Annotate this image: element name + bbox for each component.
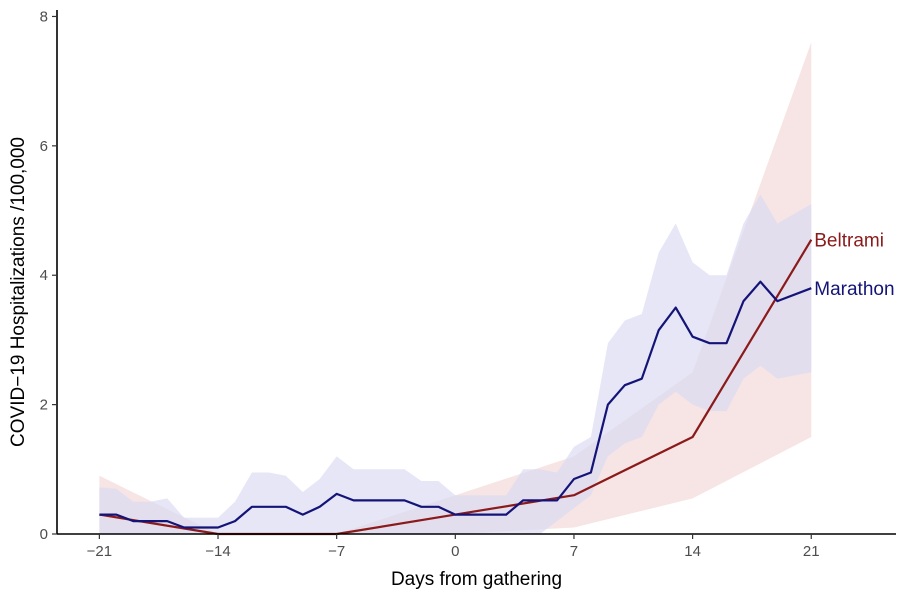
x-tick-label: 21 — [803, 543, 820, 560]
y-tick-label: 4 — [40, 267, 48, 284]
y-axis-title: COVID−19 Hospitalizations /100,000 — [8, 137, 29, 447]
y-tick-label: 8 — [40, 8, 48, 25]
series-label-marathon: Marathon — [814, 279, 894, 300]
x-tick-label: −21 — [87, 543, 112, 560]
x-tick-label: −14 — [205, 543, 230, 560]
x-tick-label: −7 — [328, 543, 345, 560]
series-line-marathon — [99, 280, 812, 529]
confidence-band-marathon — [99, 194, 812, 534]
series-label-beltrami: Beltrami — [814, 231, 884, 252]
confidence-bands — [99, 42, 812, 535]
x-tick-label: 0 — [451, 543, 459, 560]
x-tick-label: 14 — [684, 543, 701, 560]
series-labels: Beltrami Marathon — [814, 231, 894, 301]
y-tick-label: 0 — [40, 526, 48, 543]
x-tick-label: 7 — [570, 543, 578, 560]
y-tick-label: 6 — [40, 138, 48, 155]
y-tick-label: 2 — [40, 397, 48, 414]
x-axis-title: Days from gathering — [391, 569, 562, 590]
axes: −21 −14 −7 0 7 14 21 0 2 4 6 8 — [40, 8, 896, 560]
